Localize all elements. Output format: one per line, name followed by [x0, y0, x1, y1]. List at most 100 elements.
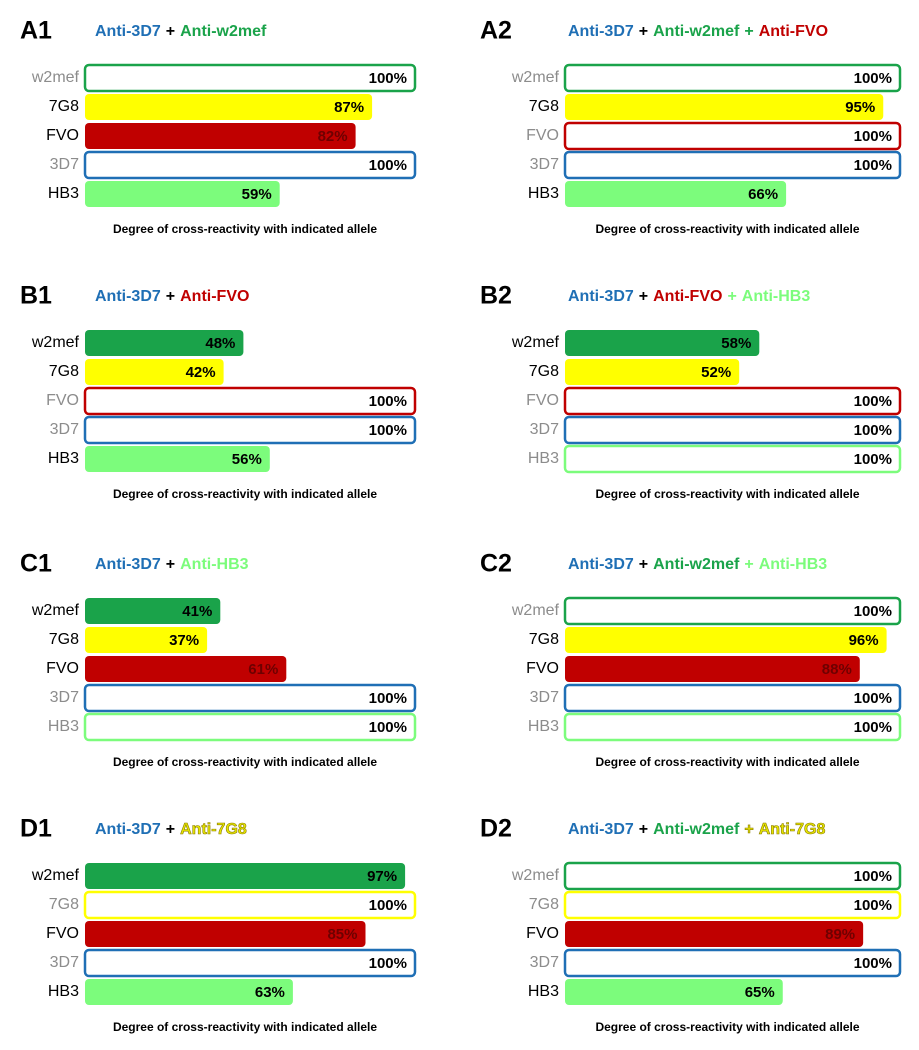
value-label: 100%: [854, 157, 892, 174]
category-label: 7G8: [49, 631, 79, 648]
bar: [85, 181, 280, 207]
category-label: FVO: [526, 660, 559, 677]
title-part: Anti-FVO: [653, 288, 722, 305]
bar: [85, 94, 373, 120]
category-label: HB3: [48, 983, 79, 1000]
x-axis-label: Degree of cross-reactivity with indicate…: [595, 1020, 859, 1034]
value-label: 100%: [854, 719, 892, 736]
title-part: +: [166, 288, 175, 305]
panel: B2 Anti-3D7 + Anti-FVO + Anti-HB3 w2mef 58% 7G8 5…: [480, 282, 902, 501]
title-part: +: [639, 288, 648, 305]
panel-label: C2: [480, 550, 512, 578]
panel-label: D1: [20, 815, 52, 843]
bar: [85, 359, 224, 385]
panel-label: A1: [20, 17, 52, 45]
bar: [565, 921, 864, 947]
bar: [83, 683, 417, 713]
category-label: HB3: [48, 185, 79, 202]
category-label: FVO: [526, 925, 559, 942]
category-label: w2mef: [511, 334, 560, 351]
category-label: 7G8: [529, 631, 559, 648]
category-label: 3D7: [50, 421, 79, 438]
x-axis-label: Degree of cross-reactivity with indicate…: [595, 755, 859, 769]
title-part: Anti-3D7: [568, 23, 634, 40]
category-label: HB3: [528, 718, 559, 735]
value-label: 61%: [248, 661, 278, 678]
value-label: 42%: [186, 364, 216, 381]
value-label: 100%: [369, 897, 407, 914]
value-label: 82%: [318, 128, 348, 145]
category-label: 3D7: [530, 421, 559, 438]
category-label: w2mef: [511, 602, 560, 619]
value-label: 96%: [849, 632, 879, 649]
title-part: Anti-3D7: [95, 556, 161, 573]
value-label: 37%: [169, 632, 199, 649]
value-label: 100%: [854, 393, 892, 410]
value-label: 100%: [369, 70, 407, 87]
value-label: 100%: [369, 690, 407, 707]
category-label: 7G8: [529, 896, 559, 913]
title-part: Anti-HB3: [180, 556, 249, 573]
category-label: HB3: [48, 718, 79, 735]
bar: [565, 330, 760, 356]
panel: C1 Anti-3D7 + Anti-HB3 w2mef 41% 7G8 37% FVO 61% 3…: [20, 550, 417, 769]
title-part: Anti-7G8: [180, 821, 247, 838]
panel-title: Anti-3D7 + Anti-7G8: [95, 821, 247, 838]
panel-label: C1: [20, 550, 52, 578]
category-label: w2mef: [31, 69, 80, 86]
value-label: 97%: [367, 868, 397, 885]
bar: [565, 181, 787, 207]
panel-title: Anti-3D7 + Anti-w2mef + Anti-7G8: [568, 821, 825, 838]
title-part: +: [166, 23, 175, 40]
category-label: HB3: [528, 983, 559, 1000]
title-part: Anti-3D7: [95, 23, 161, 40]
category-label: w2mef: [31, 867, 80, 884]
title-part: Anti-3D7: [568, 821, 634, 838]
title-part: Anti-w2mef: [653, 821, 740, 838]
value-label: 85%: [327, 926, 357, 943]
value-label: 65%: [745, 984, 775, 1001]
value-label: 100%: [854, 422, 892, 439]
title-part: +: [639, 23, 648, 40]
value-label: 100%: [369, 719, 407, 736]
title-part: Anti-7G8: [759, 821, 826, 838]
bar: [563, 150, 902, 180]
bar: [83, 150, 417, 180]
bar: [565, 656, 860, 682]
panel: B1 Anti-3D7 + Anti-FVO w2mef 48% 7G8 42% FVO 100%…: [20, 282, 417, 501]
value-label: 100%: [854, 897, 892, 914]
bar: [83, 948, 417, 978]
title-part: +: [727, 288, 736, 305]
panel-title: Anti-3D7 + Anti-w2mef: [95, 23, 267, 40]
category-label: 7G8: [529, 363, 559, 380]
category-label: 3D7: [50, 689, 79, 706]
panel-label: B1: [20, 282, 52, 310]
bar: [83, 890, 417, 920]
category-label: HB3: [48, 450, 79, 467]
bar: [563, 948, 902, 978]
title-part: Anti-w2mef: [180, 23, 267, 40]
bar: [85, 598, 221, 624]
value-label: 95%: [845, 99, 875, 116]
x-axis-label: Degree of cross-reactivity with indicate…: [113, 1020, 377, 1034]
category-label: w2mef: [511, 69, 560, 86]
title-part: +: [639, 556, 648, 573]
value-label: 100%: [369, 393, 407, 410]
value-label: 56%: [232, 451, 262, 468]
category-label: 3D7: [50, 156, 79, 173]
x-axis-label: Degree of cross-reactivity with indicate…: [595, 487, 859, 501]
bar: [85, 330, 244, 356]
title-part: +: [166, 556, 175, 573]
title-part: Anti-FVO: [180, 288, 249, 305]
value-label: 100%: [369, 422, 407, 439]
bar: [563, 596, 902, 626]
title-part: Anti-3D7: [95, 821, 161, 838]
bar: [85, 446, 270, 472]
value-label: 100%: [854, 603, 892, 620]
x-axis-label: Degree of cross-reactivity with indicate…: [113, 755, 377, 769]
panel: A1 Anti-3D7 + Anti-w2mef w2mef 100% 7G8 87% FVO 8…: [20, 17, 417, 236]
bar: [85, 123, 356, 149]
title-part: Anti-3D7: [568, 556, 634, 573]
title-part: +: [166, 821, 175, 838]
